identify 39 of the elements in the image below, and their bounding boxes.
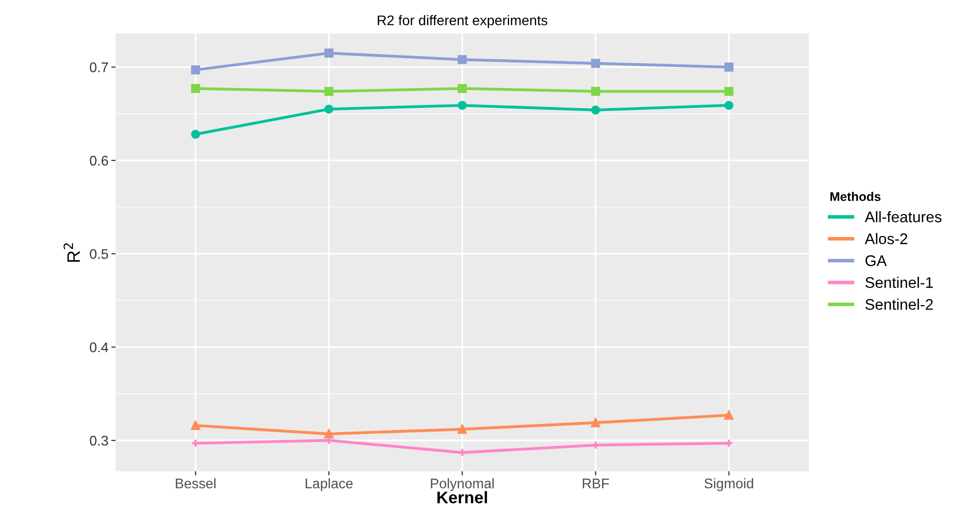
point: [591, 418, 600, 428]
point: [724, 86, 734, 96]
y-axis-title: R$^{2}$: [64, 243, 80, 262]
legend-label: Alos-2: [864, 232, 908, 244]
point: [191, 65, 200, 74]
x-tick-label: Laplace: [306, 478, 353, 492]
point: [324, 104, 334, 114]
legend-label: All-features: [864, 211, 942, 222]
point: [458, 424, 467, 434]
legend-title: Methods: [830, 192, 880, 202]
y-tick-label: 0.7: [90, 62, 108, 72]
legend-label: GA: [866, 255, 887, 266]
point: [591, 86, 600, 96]
y-tick-label: 0.4: [90, 342, 108, 352]
point: [191, 84, 200, 94]
x-tick-label: Bessel: [176, 478, 216, 488]
y-tick-label: 0.6: [90, 156, 108, 166]
point: [458, 100, 467, 110]
legend-label: Sentinel-1: [865, 276, 933, 288]
y-tick-label: 0.5: [90, 249, 108, 259]
x-axis-title: Kernel: [437, 491, 487, 504]
legend-label: Sentinel-2: [865, 298, 933, 310]
point: [591, 105, 600, 115]
y-tick-label: 0.3: [90, 436, 108, 446]
point: [724, 100, 734, 110]
point: [324, 86, 334, 96]
point: [458, 55, 467, 64]
point: [191, 130, 200, 139]
point: [191, 420, 200, 430]
point: [591, 58, 600, 68]
point: [724, 62, 734, 72]
x-tick-label: Polynomal: [430, 478, 494, 492]
chart-title: R2 for different experiments: [378, 15, 548, 28]
point: [458, 84, 467, 94]
point: [324, 429, 334, 438]
x-tick-label: RBF: [582, 478, 609, 488]
point: [724, 410, 734, 420]
x-tick-label: Sigmoid: [704, 478, 754, 492]
point: [324, 48, 334, 58]
